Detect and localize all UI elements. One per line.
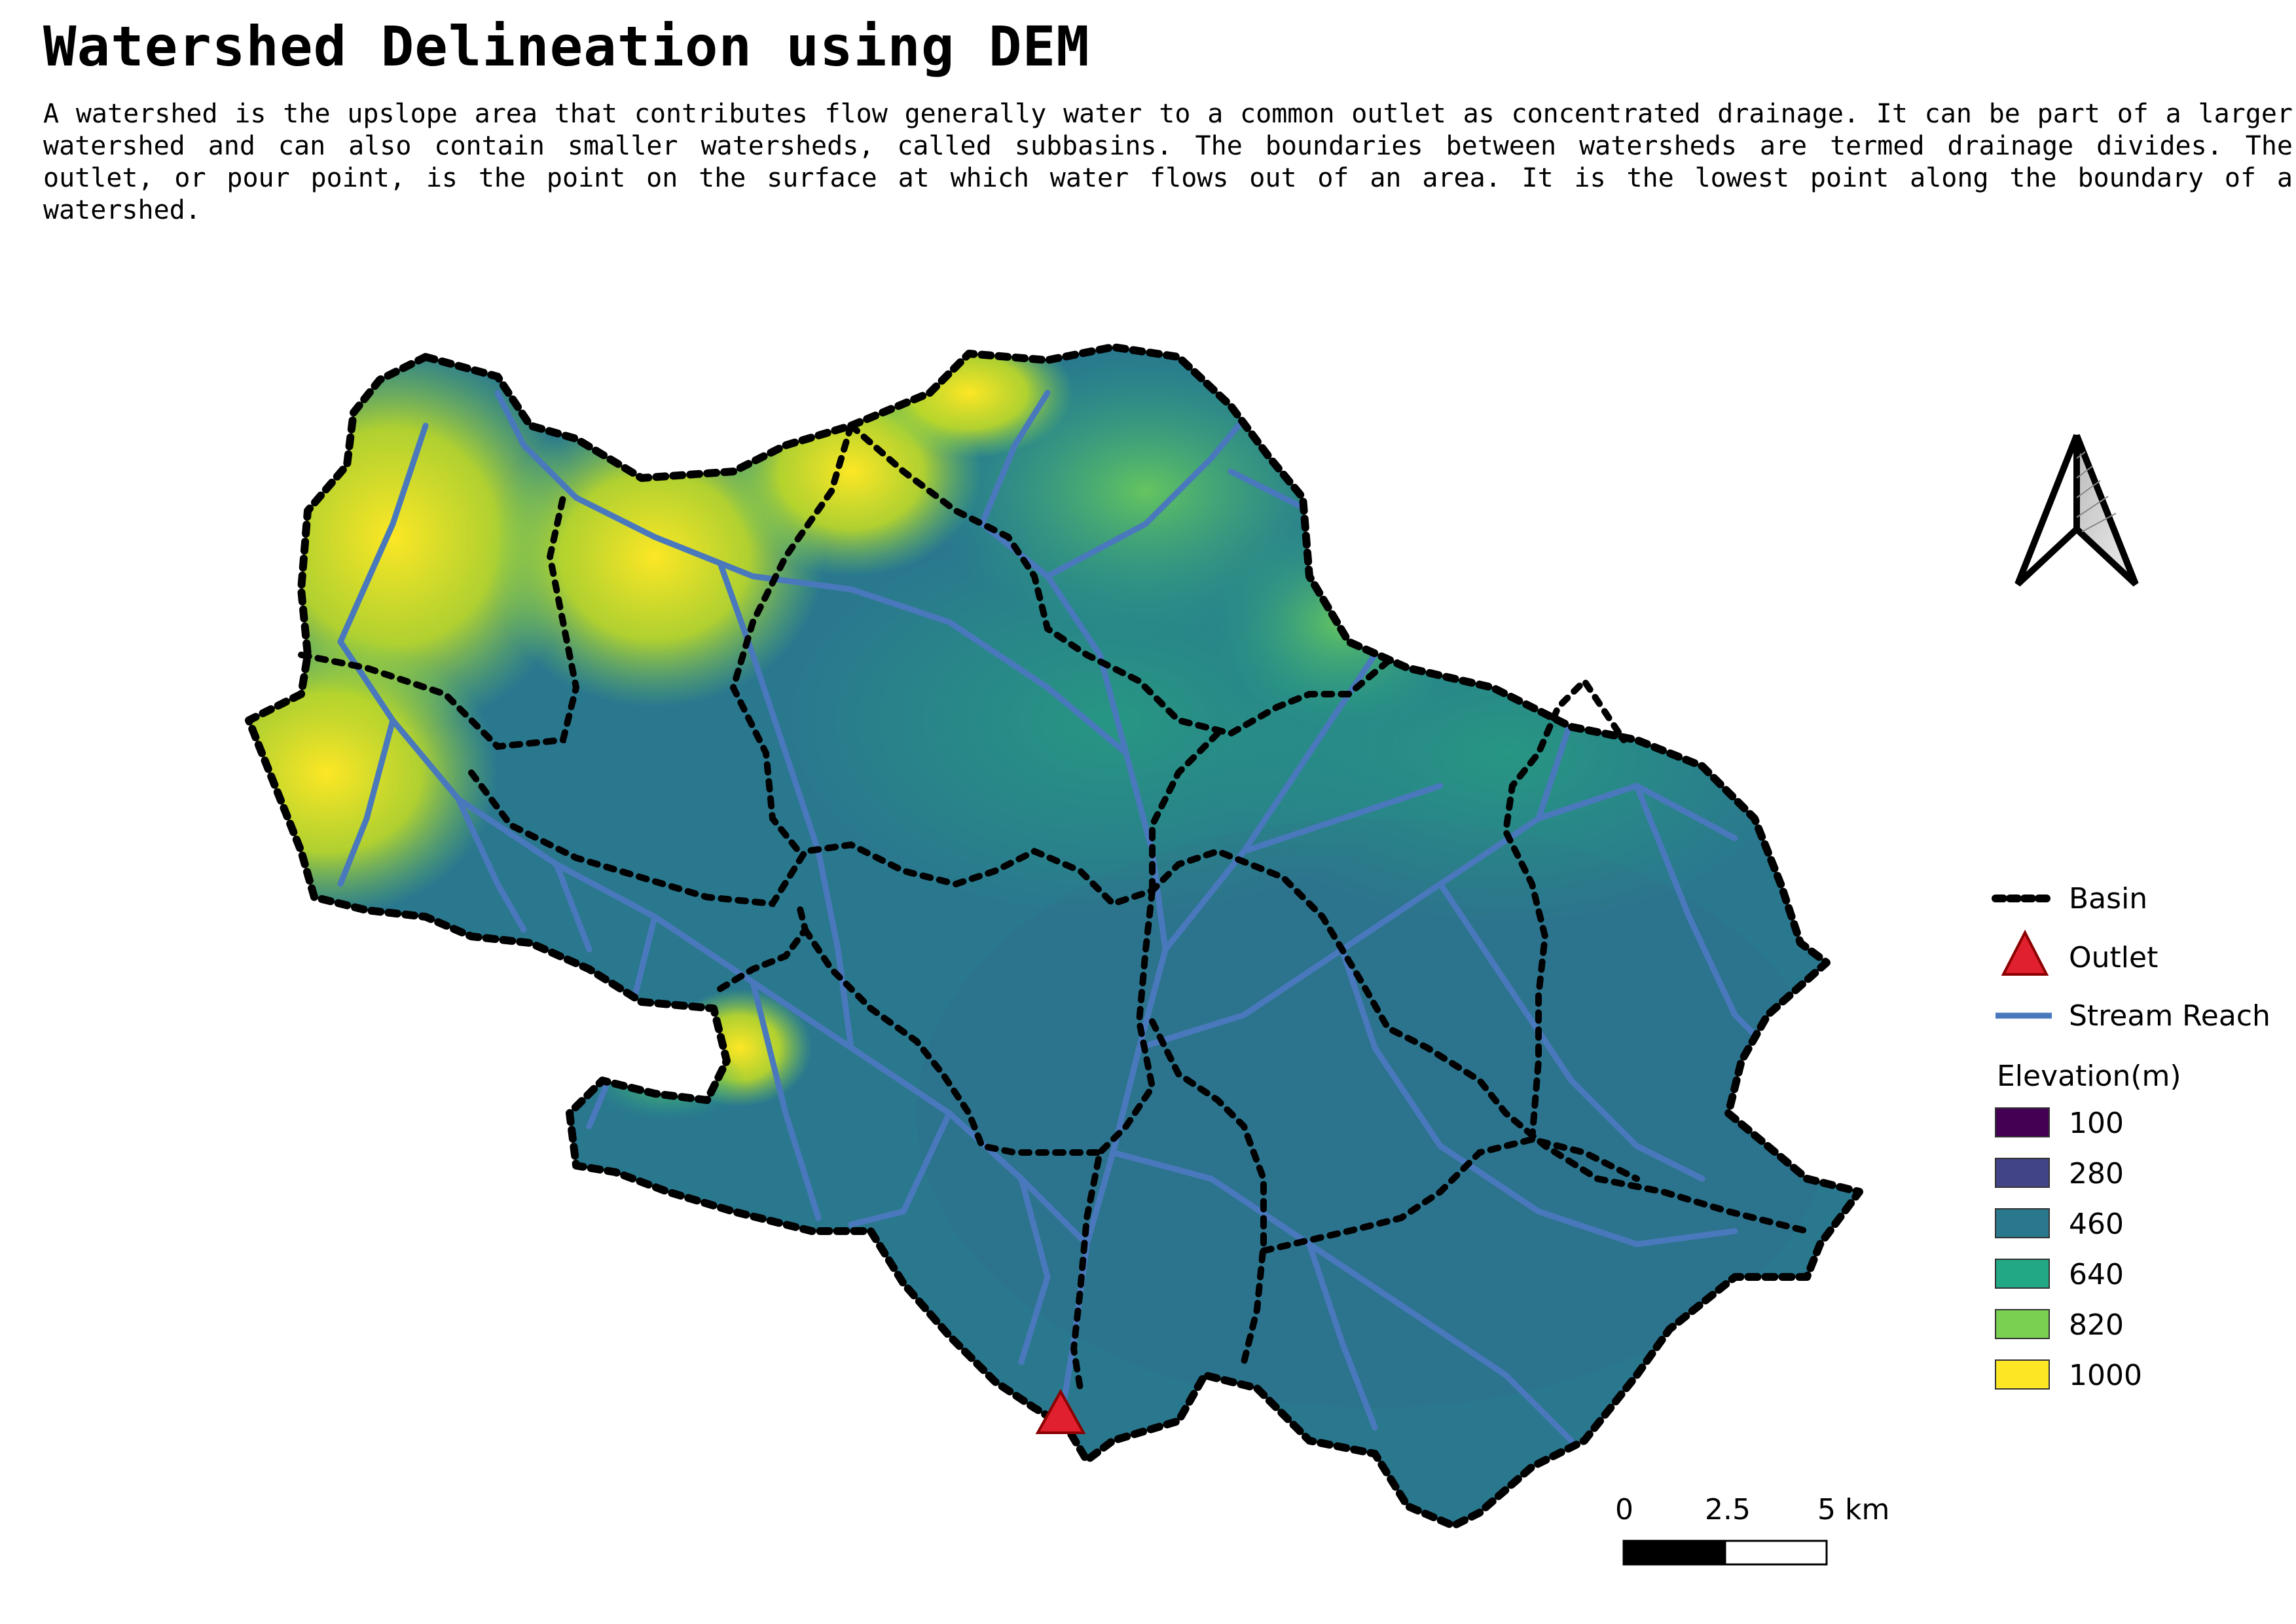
subbasin-divide bbox=[717, 900, 809, 992]
map-description: A watershed is the upslope area that con… bbox=[43, 99, 2293, 225]
outlet-marker bbox=[1035, 1388, 1086, 1434]
legend-elevation-label: 820 bbox=[2069, 1308, 2124, 1342]
legend-elevation-swatch bbox=[1995, 1359, 2050, 1390]
stream-reach bbox=[1018, 1175, 1051, 1365]
subbasin-boundaries bbox=[298, 422, 1810, 1392]
subbasin-divide bbox=[1502, 676, 1627, 1143]
stream-reach bbox=[1241, 783, 1444, 855]
scale-tick-2: 5 km bbox=[1817, 1493, 1889, 1526]
subbasin-divide bbox=[298, 494, 580, 750]
scale-bar: 0 2.5 5 km bbox=[1615, 1493, 1889, 1566]
subbasin-divide bbox=[1070, 887, 1156, 1392]
legend-basin-label: Basin bbox=[2069, 882, 2147, 915]
scale-tick-0: 0 bbox=[1615, 1493, 1633, 1526]
legend-elevation-swatch bbox=[1995, 1158, 2050, 1188]
stream-reach bbox=[1437, 881, 1705, 1182]
legend-outlet-swatch bbox=[2001, 929, 2049, 976]
legend-elevation-label: 460 bbox=[2069, 1208, 2124, 1241]
stream-reach bbox=[1633, 783, 1771, 1051]
stream-reach bbox=[1306, 1241, 1378, 1431]
stream-reach bbox=[573, 494, 1129, 756]
stream-reach bbox=[979, 390, 1051, 527]
legend-elevation-label: 100 bbox=[2069, 1107, 2124, 1140]
subbasin-divide bbox=[802, 927, 1103, 1156]
stream-reach bbox=[455, 796, 527, 933]
dem-raster bbox=[249, 347, 1859, 1526]
stream-reach bbox=[848, 1110, 953, 1228]
stream-reach bbox=[494, 390, 579, 501]
legend-stream-label: Stream Reach bbox=[2069, 999, 2270, 1033]
north-arrow-icon bbox=[2014, 434, 2139, 587]
scale-bar-segment bbox=[1622, 1540, 1726, 1566]
legend-elevation-title: Elevation(m) bbox=[1997, 1060, 2181, 1093]
subbasin-divide bbox=[729, 422, 854, 855]
legend-elevation-swatch bbox=[1995, 1259, 2050, 1289]
legend-elevation-label: 280 bbox=[2069, 1157, 2124, 1190]
basin-boundary bbox=[245, 343, 1863, 1530]
scale-tick-1: 2.5 bbox=[1705, 1493, 1751, 1526]
legend-elevation-label: 640 bbox=[2069, 1258, 2124, 1291]
stream-reach bbox=[750, 979, 822, 1221]
stream-reach bbox=[1044, 416, 1247, 580]
legend-outlet-label: Outlet bbox=[2069, 941, 2158, 974]
stream-reach bbox=[553, 861, 592, 953]
legend-elevation-swatch bbox=[1995, 1107, 2050, 1137]
legend-elevation-swatch bbox=[1995, 1208, 2050, 1238]
legend-elevation-swatch bbox=[1995, 1309, 2050, 1339]
stream-reach bbox=[1110, 1149, 1575, 1444]
legend: Basin Outlet Stream Reach Elevation(m) 1… bbox=[1992, 882, 2270, 1392]
subbasin-divide bbox=[1149, 1018, 1267, 1365]
legend-elevation-classes: 100 280 460 640 820 1000 bbox=[1995, 1107, 2142, 1392]
legend-elevation-label: 1000 bbox=[2069, 1359, 2142, 1392]
subbasin-divide bbox=[848, 422, 1391, 737]
stream-reach bbox=[337, 422, 429, 645]
stream-reach bbox=[1339, 946, 1738, 1247]
subbasin-divide bbox=[1149, 730, 1221, 894]
subbasin-divide bbox=[1260, 1135, 1640, 1254]
scale-bar-segment bbox=[1724, 1540, 1828, 1566]
stream-reach bbox=[337, 717, 396, 887]
map-title: Watershed Delineation using DEM bbox=[43, 14, 1090, 79]
